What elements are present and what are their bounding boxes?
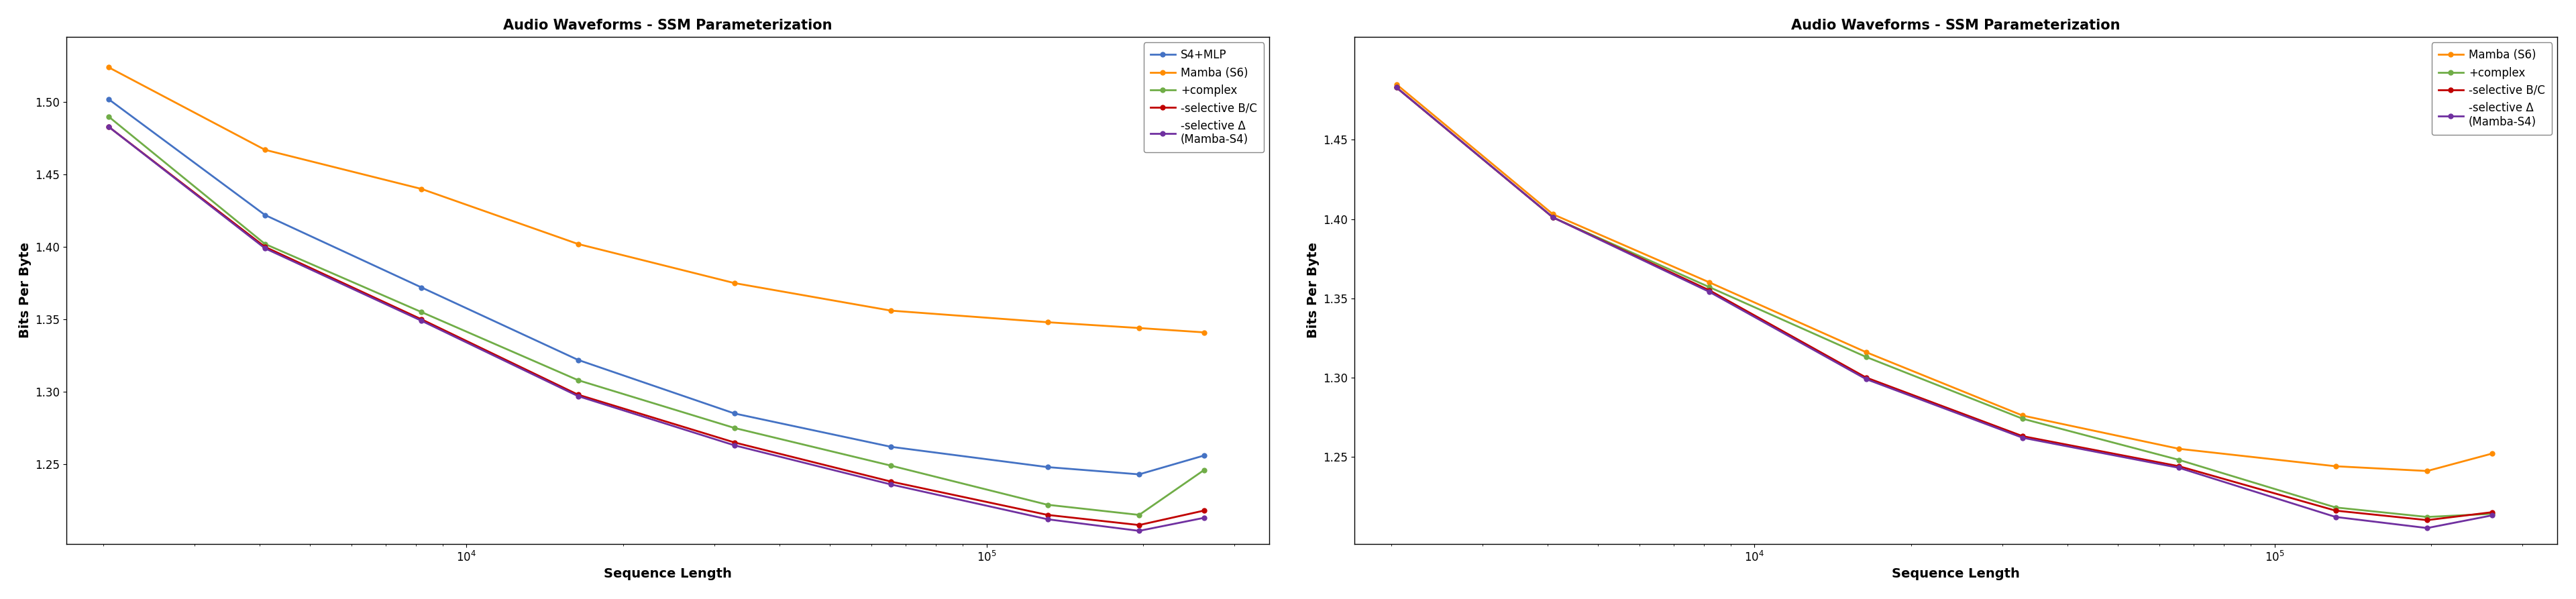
-selective Δ
(Mamba-S4)	[1538, 214, 1569, 221]
Mamba (S6)	[719, 280, 750, 287]
S4+MLP	[1123, 471, 1154, 478]
-selective Δ
(Mamba-S4)	[876, 481, 907, 488]
Line: S4+MLP: S4+MLP	[106, 97, 1206, 477]
Mamba (S6)	[1123, 325, 1154, 332]
+complex	[2476, 510, 2506, 518]
-selective B/C	[250, 243, 281, 250]
-selective Δ
(Mamba-S4)	[250, 245, 281, 252]
S4+MLP	[1033, 464, 1064, 471]
+complex	[1381, 84, 1412, 91]
-selective Δ
(Mamba-S4)	[1033, 516, 1064, 523]
-selective B/C	[1695, 287, 1726, 294]
-selective B/C	[1033, 512, 1064, 519]
+complex	[719, 425, 750, 432]
S4+MLP	[93, 95, 124, 102]
+complex	[2321, 504, 2352, 511]
S4+MLP	[719, 410, 750, 417]
+complex	[1850, 353, 1880, 361]
Mamba (S6)	[1188, 329, 1218, 336]
-selective Δ
(Mamba-S4)	[1695, 288, 1726, 295]
-selective B/C	[93, 123, 124, 130]
+complex	[876, 462, 907, 469]
+complex	[93, 113, 124, 120]
-selective B/C	[2476, 509, 2506, 516]
-selective B/C	[1381, 84, 1412, 91]
Mamba (S6)	[1538, 211, 1569, 218]
+complex	[1033, 501, 1064, 509]
Line: +complex: +complex	[106, 114, 1206, 518]
S4+MLP	[876, 443, 907, 450]
-selective Δ
(Mamba-S4)	[2007, 434, 2038, 441]
-selective B/C	[2164, 462, 2195, 470]
-selective Δ
(Mamba-S4)	[1850, 376, 1880, 383]
Mamba (S6)	[876, 307, 907, 314]
Legend: Mamba (S6), +complex, -selective B/C, -selective Δ
(Mamba-S4): Mamba (S6), +complex, -selective B/C, -s…	[2432, 43, 2553, 135]
-selective B/C	[2411, 516, 2442, 524]
Mamba (S6)	[1695, 279, 1726, 286]
Line: +complex: +complex	[1394, 85, 2494, 519]
+complex	[250, 240, 281, 247]
Mamba (S6)	[2476, 450, 2506, 457]
Y-axis label: Bits Per Byte: Bits Per Byte	[18, 243, 31, 338]
Mamba (S6)	[2321, 462, 2352, 470]
Mamba (S6)	[2007, 412, 2038, 419]
-selective B/C	[1188, 507, 1218, 514]
-selective Δ
(Mamba-S4)	[2476, 512, 2506, 519]
Line: Mamba (S6): Mamba (S6)	[106, 65, 1206, 335]
-selective Δ
(Mamba-S4)	[1188, 514, 1218, 521]
X-axis label: Sequence Length: Sequence Length	[1891, 568, 2020, 580]
Mamba (S6)	[1033, 319, 1064, 326]
-selective B/C	[562, 391, 592, 398]
Line: -selective B/C: -selective B/C	[106, 125, 1206, 527]
+complex	[1695, 283, 1726, 291]
Y-axis label: Bits Per Byte: Bits Per Byte	[1306, 243, 1319, 338]
S4+MLP	[407, 284, 438, 291]
-selective B/C	[1850, 374, 1880, 381]
-selective Δ
(Mamba-S4)	[562, 392, 592, 400]
S4+MLP	[562, 356, 592, 364]
Mamba (S6)	[2411, 467, 2442, 474]
Legend: S4+MLP, Mamba (S6), +complex, -selective B/C, -selective Δ
(Mamba-S4): S4+MLP, Mamba (S6), +complex, -selective…	[1144, 43, 1265, 153]
Mamba (S6)	[2164, 445, 2195, 452]
Title: Audio Waveforms - SSM Parameterization: Audio Waveforms - SSM Parameterization	[1790, 19, 2120, 32]
+complex	[2007, 415, 2038, 422]
-selective Δ
(Mamba-S4)	[719, 442, 750, 449]
S4+MLP	[1188, 452, 1218, 459]
-selective B/C	[1538, 214, 1569, 221]
-selective B/C	[2321, 507, 2352, 514]
-selective Δ
(Mamba-S4)	[2411, 525, 2442, 532]
Line: -selective B/C: -selective B/C	[1394, 85, 2494, 522]
-selective B/C	[719, 439, 750, 446]
+complex	[1123, 512, 1154, 519]
Line: -selective Δ
(Mamba-S4): -selective Δ (Mamba-S4)	[1394, 85, 2494, 530]
-selective Δ
(Mamba-S4)	[2164, 464, 2195, 471]
-selective B/C	[1123, 522, 1154, 529]
+complex	[407, 308, 438, 316]
-selective Δ
(Mamba-S4)	[1123, 527, 1154, 534]
+complex	[562, 377, 592, 384]
-selective Δ
(Mamba-S4)	[407, 317, 438, 325]
-selective Δ
(Mamba-S4)	[2321, 513, 2352, 521]
+complex	[2164, 456, 2195, 464]
S4+MLP	[250, 211, 281, 219]
Mamba (S6)	[250, 146, 281, 153]
+complex	[1538, 214, 1569, 221]
Mamba (S6)	[562, 240, 592, 247]
-selective B/C	[2007, 432, 2038, 440]
-selective Δ
(Mamba-S4)	[1381, 84, 1412, 91]
Line: -selective Δ
(Mamba-S4): -selective Δ (Mamba-S4)	[106, 125, 1206, 533]
Mamba (S6)	[1381, 81, 1412, 88]
Line: Mamba (S6): Mamba (S6)	[1394, 82, 2494, 473]
X-axis label: Sequence Length: Sequence Length	[603, 568, 732, 580]
Mamba (S6)	[1850, 349, 1880, 356]
-selective Δ
(Mamba-S4)	[93, 123, 124, 130]
+complex	[2411, 513, 2442, 521]
Title: Audio Waveforms - SSM Parameterization: Audio Waveforms - SSM Parameterization	[502, 19, 832, 32]
Mamba (S6)	[93, 63, 124, 71]
-selective B/C	[407, 316, 438, 323]
-selective B/C	[876, 478, 907, 485]
Mamba (S6)	[407, 185, 438, 192]
+complex	[1188, 467, 1218, 474]
